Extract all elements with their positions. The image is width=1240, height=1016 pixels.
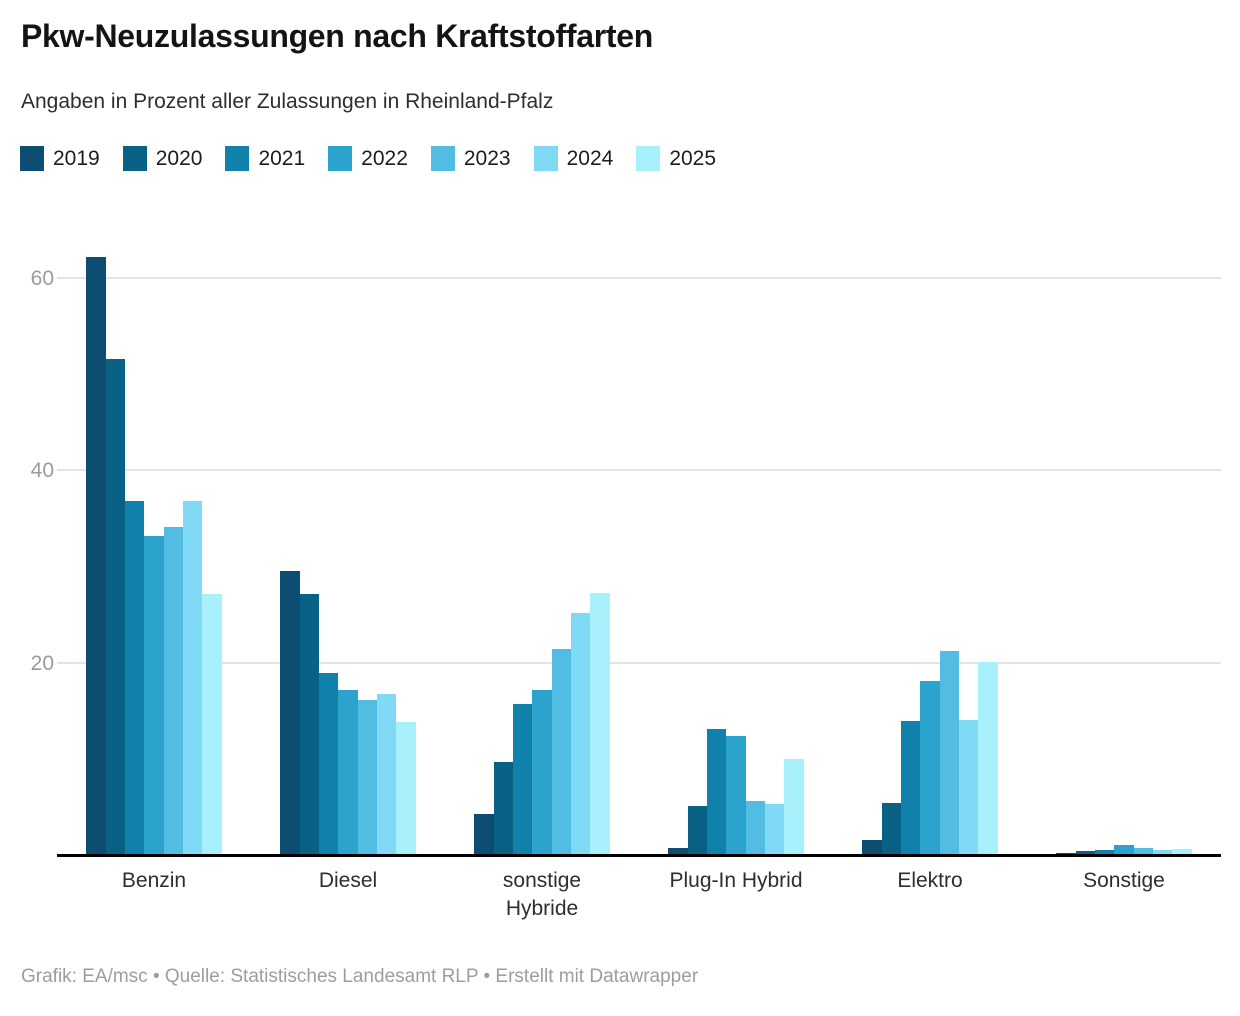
bar-2024-elektro (958, 720, 979, 856)
bar-2023-sonstige (1133, 848, 1153, 856)
bar-2023-benzin (163, 527, 183, 856)
chart-subtitle: Angaben in Prozent aller Zulassungen in … (21, 90, 554, 113)
legend-swatch-2020 (122, 146, 147, 171)
bar-2022-elektro (920, 681, 940, 856)
gridline-20 (57, 661, 1221, 664)
chart-title: Pkw-Neuzulassungen nach Kraftstoffarten (21, 18, 653, 54)
x-axis-label-plug-in-hybrid: Plug-In Hybrid (669, 869, 803, 892)
footer-credit: Grafik: EA/msc • Quelle: Statistisches L… (21, 966, 699, 987)
legend-item-2020: 2020 (122, 146, 203, 171)
x-axis-label-diesel: Diesel (318, 869, 378, 892)
legend-item-2023: 2023 (430, 146, 511, 171)
plot-area: 20 40 60 (31, 230, 1221, 857)
legend-label-2019: 2019 (53, 146, 100, 170)
gridline-40 (57, 469, 1221, 472)
legend-label-2020: 2020 (155, 146, 203, 170)
bar-group-sonstige (445, 230, 639, 856)
bar-2021-elektro (901, 721, 921, 856)
bar-2024-diesel (376, 693, 397, 856)
bar-2025-benzin (202, 594, 222, 856)
bar-2022-benzin (144, 535, 164, 856)
legend-swatch-2021 (225, 146, 250, 171)
y-tick-label-60: 60 (30, 267, 54, 291)
bar-2025-sonstige (1172, 849, 1192, 856)
bar-2024-plug-in-hybrid (764, 804, 785, 856)
bar-2023-elektro (939, 651, 959, 856)
y-tick-label-40: 40 (30, 459, 54, 483)
bar-2021-plug-in-hybrid (707, 729, 727, 856)
bar-2021-diesel (319, 673, 339, 856)
legend-swatch-2022 (328, 146, 353, 171)
legend-item-2025: 2025 (636, 146, 716, 171)
bar-2020-sonstige (1075, 851, 1096, 856)
x-axis-label-benzin: Benzin (121, 869, 187, 892)
legend-item-2024: 2024 (533, 146, 614, 171)
bar-2025-plug-in-hybrid (784, 758, 804, 856)
bar-2020-benzin (105, 358, 126, 856)
bar-2025-sonstige (590, 592, 610, 856)
x-axis-line (57, 854, 1221, 857)
legend-item-2022: 2022 (328, 146, 408, 171)
bar-2024-sonstige (1152, 850, 1173, 856)
gridline-60 (57, 277, 1221, 280)
legend: 2019 2020 2021 2022 2023 2024 2025 (20, 146, 716, 171)
legend-swatch-2024 (533, 146, 558, 171)
bar-2025-elektro (978, 661, 998, 856)
bar-2019-plug-in-hybrid (668, 848, 688, 856)
bar-group-sonstige (1027, 230, 1221, 856)
bar-2023-sonstige (551, 649, 571, 856)
x-axis-label-sonstige: sonstige Hybride (502, 869, 582, 920)
legend-label-2025: 2025 (669, 146, 717, 170)
bar-2021-sonstige (513, 704, 533, 856)
bar-2024-benzin (182, 501, 203, 856)
legend-label-2024: 2024 (566, 146, 614, 170)
bar-2024-sonstige (570, 612, 591, 856)
bar-2019-sonstige (474, 813, 494, 856)
bar-group-benzin (57, 230, 251, 856)
bar-group-elektro (833, 230, 1027, 856)
legend-label-2023: 2023 (463, 146, 511, 170)
bar-2019-benzin (86, 256, 106, 856)
bar-2020-sonstige (493, 761, 514, 856)
bar-2022-sonstige (1114, 845, 1134, 856)
x-axis-labels: Benzin Diesel sonstige Hybride Plug-In Hybr… (57, 867, 1221, 923)
legend-swatch-2019 (20, 146, 44, 171)
bar-2022-sonstige (532, 689, 552, 856)
legend-swatch-2025 (636, 146, 661, 171)
bar-group-plug-in-hybrid (639, 230, 833, 856)
bar-2023-plug-in-hybrid (745, 801, 765, 856)
bar-2025-diesel (396, 722, 416, 856)
legend-item-2019: 2019 (20, 146, 100, 171)
legend-label-2021: 2021 (258, 146, 306, 170)
legend-swatch-2023 (430, 146, 455, 171)
legend-label-2022: 2022 (361, 146, 408, 170)
bar-2020-diesel (299, 594, 320, 856)
bar-2020-elektro (881, 803, 902, 856)
bar-group-diesel (251, 230, 445, 856)
x-axis-label-sonstige: Sonstige (1083, 869, 1165, 892)
bar-2022-diesel (338, 689, 358, 856)
bar-2019-diesel (280, 571, 300, 856)
legend-item-2021: 2021 (225, 146, 305, 171)
x-axis-label-elektro: Elektro (897, 869, 963, 892)
bar-2022-plug-in-hybrid (726, 735, 746, 856)
bar-2020-plug-in-hybrid (687, 806, 708, 856)
bar-2021-benzin (125, 501, 145, 856)
bar-2019-elektro (862, 839, 882, 856)
y-tick-label-20: 20 (30, 651, 54, 675)
bar-2023-diesel (357, 700, 377, 856)
bars-row (57, 230, 1221, 856)
bar-2021-sonstige (1095, 850, 1115, 856)
